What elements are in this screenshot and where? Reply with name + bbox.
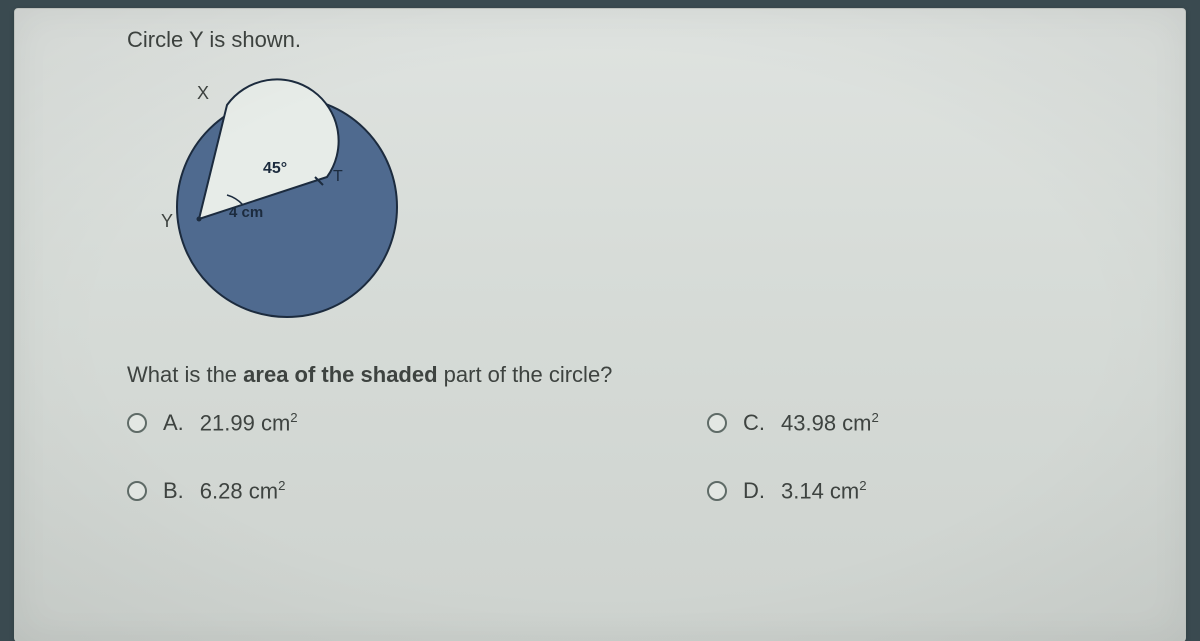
option-value-text: 3.14 cm [781, 479, 859, 504]
options-grid: A. 21.99 cm2 C. 43.98 cm2 B. 6.28 cm2 [127, 410, 1157, 505]
option-exp: 2 [872, 410, 879, 425]
option-value: 3.14 cm2 [781, 478, 867, 504]
label-radius: 4 cm [229, 204, 263, 221]
circle-diagram: X Y T 45° 4 cm [127, 77, 1157, 332]
option-value-text: 21.99 cm [200, 410, 291, 435]
question-text: What is the area of the shaded part of t… [127, 362, 1157, 388]
option-exp: 2 [290, 410, 297, 425]
option-b[interactable]: B. 6.28 cm2 [127, 478, 667, 504]
center-dot [197, 217, 202, 222]
radio-icon[interactable] [127, 413, 147, 433]
question-content: Circle Y is shown. X Y T 45° [15, 27, 1185, 505]
option-letter: B. [163, 478, 184, 504]
option-a[interactable]: A. 21.99 cm2 [127, 410, 667, 436]
option-value: 6.28 cm2 [200, 478, 286, 504]
option-letter: C. [743, 410, 765, 436]
question-bold: area of the shaded [243, 362, 437, 387]
label-x: X [197, 83, 209, 103]
radio-icon[interactable] [707, 481, 727, 501]
question-suffix: part of the circle? [438, 362, 613, 387]
option-c[interactable]: C. 43.98 cm2 [707, 410, 1157, 436]
option-exp: 2 [859, 478, 866, 493]
label-y: Y [161, 211, 173, 231]
label-angle: 45° [263, 160, 287, 177]
radio-icon[interactable] [127, 481, 147, 501]
option-value-text: 43.98 cm [781, 410, 872, 435]
option-letter: D. [743, 478, 765, 504]
option-d[interactable]: D. 3.14 cm2 [707, 478, 1157, 504]
option-exp: 2 [278, 478, 285, 493]
circle-svg: X Y T 45° 4 cm [127, 77, 427, 327]
option-value: 43.98 cm2 [781, 410, 879, 436]
option-value: 21.99 cm2 [200, 410, 298, 436]
label-t: T [333, 168, 343, 185]
question-panel: Circle Y is shown. X Y T 45° [14, 8, 1186, 641]
option-letter: A. [163, 410, 184, 436]
radio-icon[interactable] [707, 413, 727, 433]
question-prefix: What is the [127, 362, 243, 387]
prompt-text: Circle Y is shown. [127, 27, 1157, 53]
option-value-text: 6.28 cm [200, 479, 278, 504]
